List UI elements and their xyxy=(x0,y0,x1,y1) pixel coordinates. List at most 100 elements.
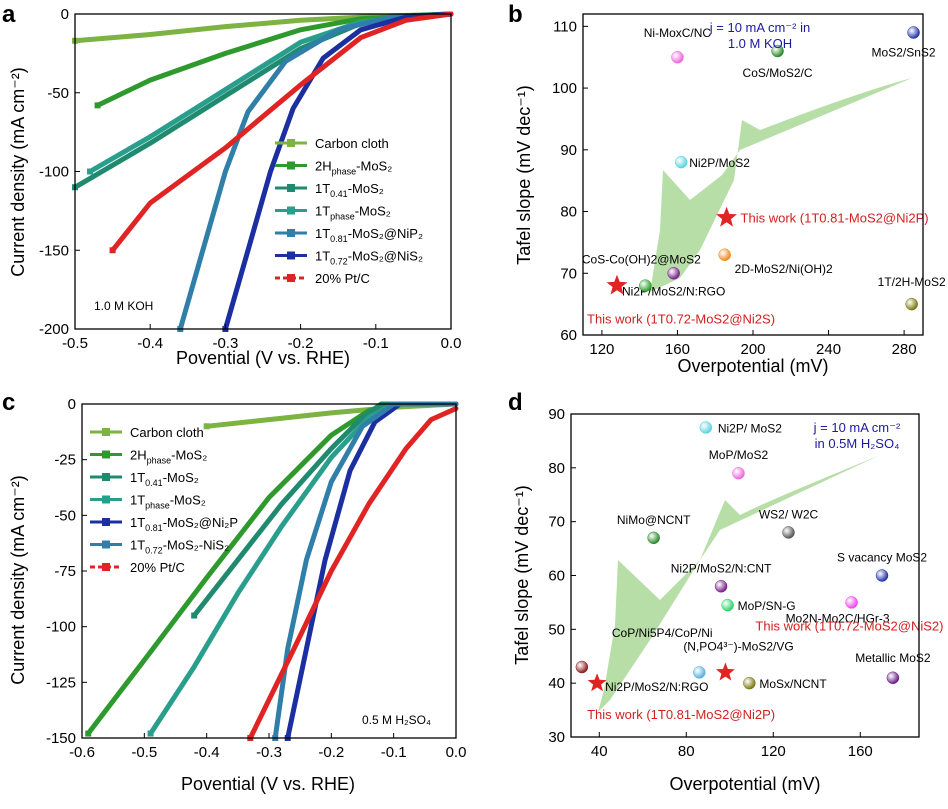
series-line xyxy=(247,406,459,741)
point-label: (N,PO4³⁻)-MoS2/VG xyxy=(683,639,793,653)
scatter-point xyxy=(875,569,889,582)
series-line xyxy=(222,11,454,332)
scatter-point xyxy=(674,155,688,169)
scatter-point xyxy=(886,671,900,685)
series-marker xyxy=(203,423,210,430)
series-marker xyxy=(147,730,154,737)
y-axis-label-d: Tafel slope (mV dec⁻¹) xyxy=(512,485,532,665)
electrolyte-label-a: 1.0 M KOH xyxy=(94,299,153,313)
legend-entry: 1Tphase-MoS₂ xyxy=(315,204,391,222)
scatter-point xyxy=(714,580,728,593)
star-marker xyxy=(606,274,628,295)
series-marker xyxy=(94,102,101,109)
x-tick-label: -0.1 xyxy=(363,335,389,352)
y-tick-label: 0 xyxy=(61,6,69,23)
legend-entry: 1T0.72-MoS₂@NiS₂ xyxy=(315,249,423,267)
legend-entry: 1Tphase-MoS₂ xyxy=(130,493,206,511)
star-label: This work (1T0.72-MoS2@NiS2) xyxy=(755,618,943,633)
x-tick-label: 160 xyxy=(665,341,690,358)
x-tick-label: -0.5 xyxy=(131,744,157,761)
legend-marker xyxy=(287,274,295,282)
legend-a: Carbon cloth 2Hphase-MoS₂ 1T0.41-MoS₂ 1Tpha… xyxy=(275,136,423,286)
panel-label-c: c xyxy=(2,389,15,416)
series-marker xyxy=(109,247,116,254)
legend-marker xyxy=(287,161,295,170)
legend-entry: 2Hphase-MoS₂ xyxy=(315,159,392,177)
legend-marker xyxy=(287,206,295,215)
scatter-point xyxy=(693,666,706,679)
legend-entry: 2Hphase-MoS₂ xyxy=(130,448,207,466)
x-tick-label: 0.0 xyxy=(446,744,467,761)
y-tick-label: 30 xyxy=(548,729,565,746)
point-label: MoP/SN-G xyxy=(738,599,796,613)
panel-c: c -0.6 -0.5 -0.4 -0.3 -0.2 -0.1 0.0 0 -25 -50 -75 -… xyxy=(2,389,466,794)
x-tick-label: 0.0 xyxy=(441,335,462,352)
legend-c: Carbon cloth 2Hphase-MoS₂ 1T0.41-MoS₂ 1Tpha… xyxy=(90,425,238,575)
y-tick-label: 60 xyxy=(548,568,565,585)
x-tick-label: 200 xyxy=(740,341,765,358)
point-label: MoSx/NCNT xyxy=(759,677,827,691)
panel-label-d: d xyxy=(508,389,523,416)
scatter-point xyxy=(907,26,920,39)
x-tick-label: -0.6 xyxy=(69,744,95,761)
y-tick-label: -75 xyxy=(54,563,76,580)
legend-entry: 1T0.81-MoS₂@Ni₂P xyxy=(130,515,238,533)
scatter-point xyxy=(647,531,660,545)
scatter-point xyxy=(771,44,784,58)
point-label: Ni2P/ MoS2 xyxy=(718,421,782,435)
star-label: This work (1T0.81-MoS2@Ni2P) xyxy=(741,211,929,226)
point-label: MoS2/SnS2 xyxy=(872,46,936,60)
scatter-point xyxy=(639,279,652,292)
star-label: This work (1T0.81-MoS2@Ni2P) xyxy=(587,707,775,722)
point-label: Ni2P/MoS2/N:RGO xyxy=(605,680,708,694)
y-tick-label: -50 xyxy=(47,85,69,102)
legend-marker xyxy=(102,428,110,436)
scatter-point xyxy=(743,676,756,690)
y-axis-label-c: Current density (mA cm⁻²) xyxy=(8,475,28,685)
legend-entry: 20% Pt/C xyxy=(315,271,370,286)
point-label: Ni2P/MoS2 xyxy=(689,156,750,170)
y-tick-label: -100 xyxy=(46,619,76,636)
legend-marker xyxy=(287,251,295,260)
legend-marker xyxy=(102,495,110,504)
series-line xyxy=(110,11,454,253)
trend-arrow-d xyxy=(598,455,880,712)
y-tick-label: -125 xyxy=(46,674,76,691)
point-label: CoP/Ni5P4/CoP/Ni xyxy=(612,626,713,640)
series-line xyxy=(204,401,459,429)
scatter-point xyxy=(721,598,734,612)
point-label: Metallic MoS2 xyxy=(855,651,931,665)
x-tick-label: -0.2 xyxy=(288,335,314,352)
x-axis-label-a: Povential (V vs. RHE) xyxy=(176,348,350,368)
y-tick-label: 90 xyxy=(560,142,577,159)
panel-label-b: b xyxy=(508,1,523,28)
y-tick-label: 70 xyxy=(548,514,565,531)
y-tick-label: -100 xyxy=(39,164,69,181)
x-tick-label: -0.1 xyxy=(381,744,407,761)
x-tick-label: 80 xyxy=(678,743,695,760)
legend-marker xyxy=(102,563,110,571)
x-tick-label: 40 xyxy=(591,743,608,760)
point-label: Ni2P/MoS2/N:RGO xyxy=(622,284,725,298)
y-tick-label: 0 xyxy=(68,396,76,413)
legend-marker xyxy=(287,184,295,192)
legend-marker xyxy=(102,473,110,481)
scatter-point xyxy=(671,50,684,64)
y-tick-label: 50 xyxy=(548,621,565,638)
scatter-point xyxy=(575,660,589,674)
legend-marker xyxy=(287,229,295,237)
panel-a: a -0.5 -0.4 -0.3 -0.2 -0.1 0.0 0 -50 -100 -150 -20… xyxy=(2,1,461,368)
x-tick-label: -0.2 xyxy=(318,744,344,761)
legend-entry: 1T0.41-MoS₂ xyxy=(130,470,199,488)
y-tick-label: 60 xyxy=(560,327,577,344)
legend-entry: Carbon cloth xyxy=(315,136,389,151)
x-axis-label-b: Overpotential (mV) xyxy=(677,356,828,376)
x-tick-label: -0.3 xyxy=(212,335,238,352)
legend-marker xyxy=(287,139,295,147)
note-b-line1: j = 10 mA cm⁻² in xyxy=(709,20,810,35)
point-label: Ni2P/MoS2/N:CNT xyxy=(671,561,772,575)
point-label: Ni-MoxC/NC xyxy=(644,26,712,40)
series-marker xyxy=(85,730,92,737)
point-label: 2D-MoS2/Ni(OH)2 xyxy=(735,262,833,276)
